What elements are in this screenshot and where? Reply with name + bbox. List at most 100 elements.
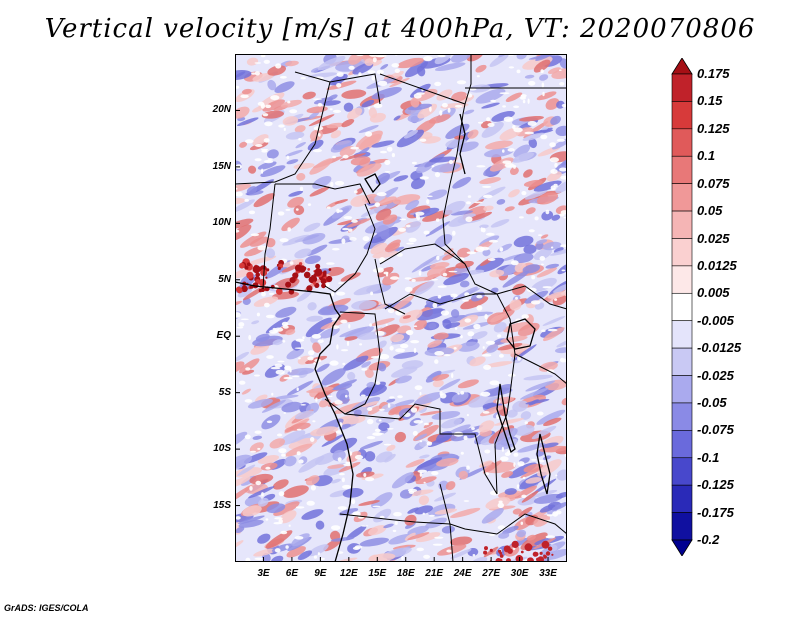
field-cell-neutral [261,149,268,153]
field-cell-neutral [448,159,454,165]
field-cell [388,406,402,416]
field-cell [434,54,451,65]
field-cell-neutral [283,376,293,380]
field-cell-neutral [329,360,339,366]
field-cell-neutral [419,440,423,443]
strong-updraft-cell [527,557,533,562]
field-cell [380,64,389,70]
field-cell-neutral [266,355,274,359]
field-cell [479,177,501,185]
border-tanzania [514,353,567,385]
field-cell [257,533,271,544]
field-cell-neutral [367,407,373,411]
field-cell [405,459,425,468]
field-cell [531,425,557,440]
field-cell-neutral [352,546,360,550]
field-cell-neutral [413,325,418,328]
field-cell-neutral [484,314,488,320]
field-cell-neutral [348,65,355,70]
field-cell [524,74,535,79]
field-cell-neutral [540,134,548,140]
field-cell [467,129,479,139]
colorbar-bottom-arrow [671,539,693,556]
field-cell-neutral [257,447,261,450]
field-cell-neutral [464,318,472,323]
field-cell [351,300,377,310]
border-chad-sudan [442,113,498,295]
field-cell-neutral [540,263,544,266]
colorbar-label: -0.025 [697,367,734,383]
field-cell [561,159,567,166]
field-cell-neutral [294,347,304,350]
field-cell-neutral [431,278,439,281]
field-cell-neutral [245,367,251,371]
field-cell [538,361,558,372]
lat-label: 15N [212,160,231,172]
field-cell [436,89,453,101]
field-cell [248,165,257,174]
field-cell [433,492,457,502]
field-cell [413,319,427,331]
field-cell-neutral [399,218,407,221]
field-cell-neutral [387,403,391,408]
field-cell-neutral [341,238,346,244]
field-cell-neutral [539,256,546,261]
field-cell-neutral [462,299,469,302]
field-cell-neutral [441,102,448,108]
field-cell-neutral [473,323,481,330]
colorbar-label: 0.175 [697,66,730,81]
field-cell [288,190,304,197]
field-cell [513,253,534,263]
field-cell [338,462,361,473]
field-cell-neutral [263,138,270,143]
field-cell-neutral [488,239,499,243]
field-cell [391,339,406,345]
field-cell-neutral [257,101,265,106]
field-cell [396,129,425,148]
field-cell [267,65,287,76]
field-cell-neutral [342,227,350,231]
field-cell [516,54,527,60]
field-cell-neutral [386,428,394,430]
field-cell [279,510,297,524]
field-cell-neutral [442,272,448,277]
field-cell-neutral [428,514,435,517]
field-cell-neutral [368,107,371,110]
field-cell-neutral [466,465,470,470]
colorbar-segment [671,128,693,157]
lon-label: 30E [510,568,529,579]
field-cell [509,299,522,311]
strong-updraft-cell [320,278,327,285]
field-cell [281,401,302,413]
field-cell [507,409,518,418]
field-cell [262,99,285,112]
border-uganda-kenya [496,285,567,310]
field-cell [521,490,539,503]
field-cell [528,129,554,135]
field-cell [272,339,284,346]
field-cell [551,214,561,221]
field-cell-neutral [426,199,430,205]
field-cell-neutral [437,295,442,299]
field-cell [309,186,330,197]
field-cell [489,54,510,67]
field-cell-neutral [308,350,315,356]
field-cell [441,525,455,534]
field-cell-neutral [331,318,339,320]
field-cell [350,156,371,166]
strong-updraft-cell [539,551,543,555]
field-cell-neutral [389,396,395,399]
field-cell-neutral [490,490,500,496]
field-cell-neutral [274,327,284,332]
field-cell [378,422,390,432]
field-cell [429,262,450,270]
field-cell-neutral [341,477,345,483]
field-cell-neutral [379,353,390,360]
field-cell [239,231,267,248]
field-cell-neutral [508,66,515,69]
colorbar-label: -0.005 [697,312,734,328]
field-cell-neutral [359,516,362,519]
field-cell [439,378,461,391]
field-cell [428,322,437,330]
field-cell [539,504,556,513]
